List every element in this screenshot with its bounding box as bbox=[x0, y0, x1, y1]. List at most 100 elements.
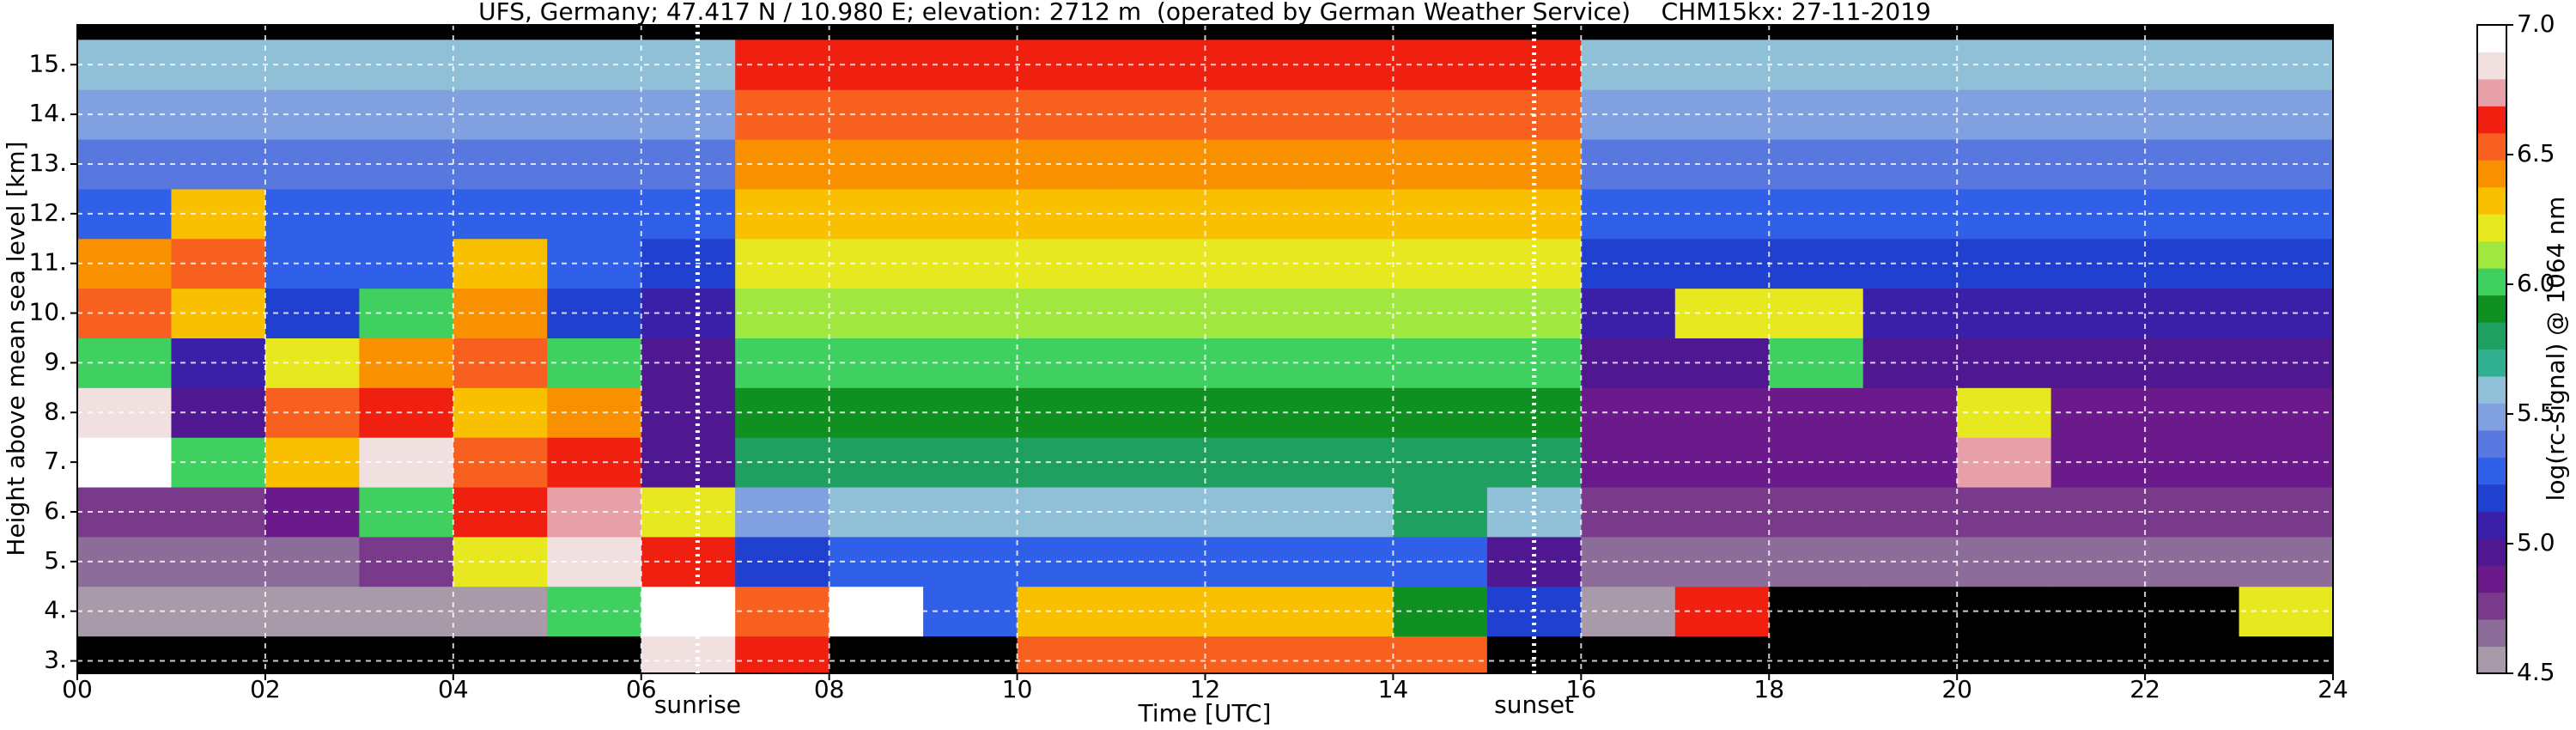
heatmap-cell bbox=[264, 139, 360, 190]
heatmap-cell bbox=[1862, 89, 1958, 140]
colorbar-segment bbox=[2477, 457, 2506, 485]
heatmap-cell bbox=[264, 487, 360, 538]
x-tick-label: 12 bbox=[1190, 675, 1221, 703]
heatmap-cell bbox=[264, 188, 360, 240]
x-tick-label: 06 bbox=[626, 675, 657, 703]
heatmap-cell bbox=[923, 536, 1018, 587]
heatmap bbox=[77, 40, 2333, 673]
heatmap-cell bbox=[923, 387, 1018, 438]
heatmap-cell bbox=[1769, 536, 1864, 587]
heatmap-cell bbox=[1111, 188, 1206, 240]
colorbar-segment bbox=[2477, 295, 2506, 323]
colorbar-segment bbox=[2477, 186, 2506, 215]
heatmap-cell bbox=[171, 40, 266, 90]
annotation-label: sunset bbox=[1494, 690, 1574, 719]
heatmap-cell bbox=[453, 636, 548, 673]
colorbar-segment bbox=[2477, 268, 2506, 296]
heatmap-cell bbox=[923, 586, 1018, 637]
x-tick-label: 18 bbox=[1753, 675, 1784, 703]
heatmap-cell bbox=[1862, 188, 1958, 240]
colorbar-segment bbox=[2477, 511, 2506, 539]
heatmap-cell bbox=[1674, 188, 1770, 240]
colorbar-tick-label: 5.5 bbox=[2517, 398, 2555, 427]
heatmap-cell bbox=[1674, 338, 1770, 388]
heatmap-cell bbox=[1674, 387, 1770, 438]
heatmap-cell bbox=[1674, 288, 1770, 338]
heatmap-cell bbox=[171, 487, 266, 538]
heatmap-cell bbox=[264, 437, 360, 488]
heatmap-cell bbox=[1862, 288, 1958, 338]
y-tick-label: 7. bbox=[44, 447, 67, 475]
heatmap-cell bbox=[359, 636, 454, 673]
heatmap-cell bbox=[1769, 139, 1864, 190]
heatmap-cell bbox=[1111, 288, 1206, 338]
y-tick-label: 10. bbox=[28, 298, 67, 326]
heatmap-cell bbox=[77, 89, 172, 140]
x-tick-label: 08 bbox=[814, 675, 845, 703]
heatmap-cell bbox=[77, 40, 172, 90]
heatmap-cell bbox=[1111, 89, 1206, 140]
heatmap-cell bbox=[1017, 437, 1112, 488]
heatmap-cell bbox=[77, 288, 172, 338]
heatmap-cell bbox=[1862, 387, 1958, 438]
heatmap-cell bbox=[1674, 437, 1770, 488]
colorbar-tick-label: 6.0 bbox=[2517, 269, 2555, 297]
heatmap-cell bbox=[1862, 636, 1958, 673]
colorbar-segment bbox=[2477, 349, 2506, 377]
colorbar-segment bbox=[2477, 52, 2506, 80]
x-tick-label: 10 bbox=[1002, 675, 1033, 703]
heatmap-cell bbox=[77, 536, 172, 587]
heatmap-cell bbox=[2050, 636, 2146, 673]
heatmap-cell bbox=[171, 636, 266, 673]
heatmap-cell bbox=[1862, 238, 1958, 289]
colorbar-segment bbox=[2477, 403, 2506, 431]
heatmap-cell bbox=[1862, 487, 1958, 538]
heatmap-cell bbox=[923, 288, 1018, 338]
heatmap-cell bbox=[264, 89, 360, 140]
heatmap-cell bbox=[1017, 387, 1112, 438]
colorbar-segment bbox=[2477, 214, 2506, 242]
heatmap-cell bbox=[1674, 139, 1770, 190]
x-tick-label: 20 bbox=[1941, 675, 1972, 703]
heatmap-cell bbox=[264, 288, 360, 338]
heatmap-cell bbox=[1862, 437, 1958, 488]
heatmap-cell bbox=[171, 586, 266, 637]
heatmap-cell bbox=[1017, 338, 1112, 388]
heatmap-cell bbox=[1017, 636, 1112, 673]
x-tick-label: 04 bbox=[438, 675, 469, 703]
heatmap-cell bbox=[1111, 40, 1206, 90]
x-tick-label: 16 bbox=[1566, 675, 1597, 703]
heatmap-cell bbox=[923, 487, 1018, 538]
heatmap-cell bbox=[923, 437, 1018, 488]
colorbar-segment bbox=[2477, 592, 2506, 620]
heatmap-cell bbox=[77, 338, 172, 388]
chart-title: UFS, Germany; 47.417 N / 10.980 E; eleva… bbox=[478, 0, 1931, 26]
heatmap-cell bbox=[1017, 536, 1112, 587]
heatmap-cell bbox=[1769, 586, 1864, 637]
heatmap-cell bbox=[77, 139, 172, 190]
heatmap-cell bbox=[171, 139, 266, 190]
heatmap-cell bbox=[1769, 636, 1864, 673]
colorbar-tick-label: 7.0 bbox=[2517, 9, 2555, 38]
colorbar-segment bbox=[2477, 25, 2506, 52]
heatmap-cell bbox=[1111, 586, 1206, 637]
heatmap-cell bbox=[171, 536, 266, 587]
heatmap-cell bbox=[2239, 636, 2333, 673]
y-tick-label: 14. bbox=[28, 99, 67, 127]
heatmap-cell bbox=[1674, 636, 1770, 673]
heatmap-cell bbox=[1111, 437, 1206, 488]
y-tick-label: 3. bbox=[44, 646, 67, 674]
heatmap-cell bbox=[77, 188, 172, 240]
heatmap-cell bbox=[1486, 636, 1582, 673]
heatmap-cell bbox=[1862, 139, 1958, 190]
colorbar-segment bbox=[2477, 646, 2506, 674]
heatmap-cell bbox=[735, 636, 830, 673]
heatmap-cell bbox=[1111, 487, 1206, 538]
colorbar-label: log(rc-signal) @ 1064 nm bbox=[2542, 197, 2570, 502]
heatmap-cell bbox=[264, 338, 360, 388]
y-tick-label: 6. bbox=[44, 496, 67, 525]
heatmap-cell bbox=[1769, 387, 1864, 438]
heatmap-cell bbox=[1674, 586, 1770, 637]
heatmap-cell bbox=[1017, 89, 1112, 140]
y-tick-label: 5. bbox=[44, 546, 67, 575]
